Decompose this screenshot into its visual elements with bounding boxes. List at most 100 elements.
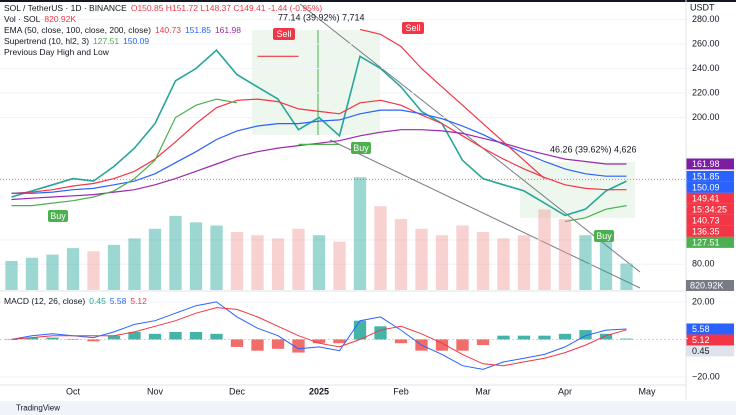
series-line [11,109,627,194]
legend-supertrend: Supertrend (10, hl2, 3) 127.51 150.09 [4,36,153,47]
supertrend-name: Supertrend (10, hl2, 3) [4,36,90,46]
volume-bar [394,219,408,290]
series-line [11,129,627,201]
y-tick-label: 280.00 [692,14,720,24]
value-badge-label: 140.73 [692,215,720,225]
ema-name: EMA (50, close, 100, close, 200, close) [4,25,151,35]
volume-bar [333,241,346,290]
histogram-bar [456,339,469,351]
volume-bar [251,235,264,290]
trend-line [329,139,641,289]
footer [0,401,736,415]
y-tick-label: 220.00 [692,87,720,97]
value-badge [686,214,734,226]
series-line [11,98,627,223]
volume-bar [374,206,387,290]
histogram-bar [579,330,592,340]
volume-bar [476,232,490,290]
histogram-bar [25,337,39,340]
series-line [11,98,627,194]
sell-badge [402,22,424,34]
histogram-bar [599,333,613,340]
value-badge-label: 0.45 [692,346,710,356]
value-badge [686,225,734,237]
x-tick-label: May [638,386,656,396]
value-badge [686,192,734,204]
x-tick-label: Mar [475,386,491,396]
top-edge [0,0,736,2]
volume-bar [599,241,613,290]
ema-value: 140.73 [154,25,181,35]
histogram-bar [312,339,326,344]
histogram-bar [230,339,244,347]
ohlc: O150.85 H151.72 L148.37 C149.41 -1.44 (-… [130,3,323,13]
buy-label: Buy [50,211,66,221]
histogram-bar [107,335,121,340]
supertrend-value: 127.51 [93,36,120,46]
volume-bar [46,254,59,290]
currency: USDT [690,2,715,12]
histogram-bar [128,331,141,340]
value-badge [686,158,734,170]
volume-bar [128,238,141,290]
legend-volume: Vol · SOL 820.92K [4,14,80,25]
sell-label: Sell [276,29,291,39]
volume-bar [169,215,182,290]
value-badge-label: 127.51 [692,237,720,247]
volume-bar [579,235,592,290]
value-badge-label: 5.58 [692,324,710,334]
value-badge-label: 150.09 [692,182,720,192]
x-tick-label: 2025 [309,386,329,396]
histogram-bar [5,339,18,340]
series-line [257,28,545,180]
macd-name: MACD (12, 26, close) [4,296,86,306]
histogram-bar [353,320,367,340]
volume-bar [497,238,510,290]
measure-label: 77.14 (39.92%) 7,714 [278,12,365,22]
buy-badge [594,230,614,242]
histogram-bar [87,339,100,342]
histogram-bar [46,337,59,340]
volume-bar [25,257,39,290]
series-line [11,301,627,370]
y-tick-label: 80.00 [692,259,715,269]
value-badge-label: 136.35 [692,226,720,236]
histogram-bar [169,331,182,340]
histogram-bar [210,333,223,340]
volume-bar [271,238,285,290]
y-tick-label: 240.00 [692,63,720,73]
volume-bar [558,219,572,290]
legend-ema: EMA (50, close, 100, close, 200, close) 1… [4,25,245,36]
volume-value: 820.92K [44,14,77,24]
y-tick-label: −20.00 [692,371,720,381]
volume-bar [230,232,244,290]
value-badge-label: 149.41 [692,193,720,203]
countdown-badge [686,203,734,215]
histogram-bar [538,335,551,340]
volume-bar [292,228,305,290]
value-badge-label: 151.85 [692,171,720,181]
volume-bar [517,235,531,290]
volume-bar [87,251,100,290]
volume-bar [189,222,203,290]
volume-bar [538,209,551,290]
volume-bar [415,228,428,290]
footer-brand: TradingView [16,404,60,413]
y-tick-label: 20.00 [692,296,715,306]
countdown-label: 15:34:25 [692,204,727,214]
sell-label: Sell [405,23,420,33]
legend-macd: MACD (12, 26, close) 0.45 5.58 5.12 [4,296,151,307]
x-tick-label: Dec [229,386,246,396]
x-tick-label: Oct [66,386,81,396]
x-tick-label: Feb [393,386,409,396]
volume-bar [456,225,469,290]
histogram-bar [620,338,633,340]
series-line [11,307,627,367]
volume-bar [435,235,449,290]
histogram-bar [476,339,490,346]
value-badge [686,345,734,357]
volume-bar [66,248,80,290]
volume-bar [620,263,633,290]
volume-bar [107,244,121,290]
